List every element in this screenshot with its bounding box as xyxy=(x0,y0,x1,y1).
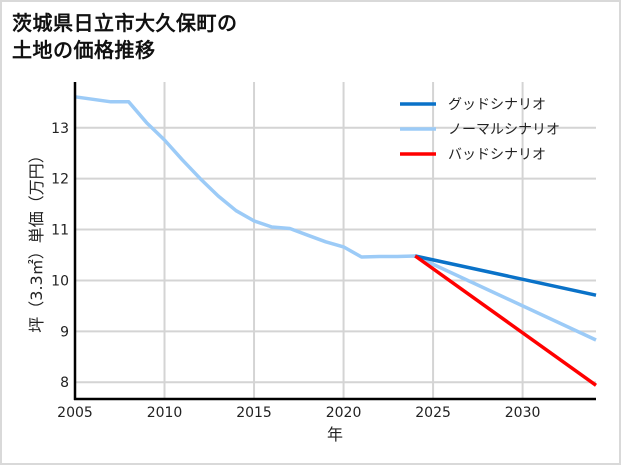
y-tick-label: 11 xyxy=(51,223,69,239)
legend-item: ノーマルシナリオ xyxy=(400,122,560,138)
chart-title-line-2: 土地の価格推移 xyxy=(12,38,156,62)
chart-title: 茨城県日立市大久保町の 土地の価格推移 xyxy=(12,10,238,64)
series-line-2 xyxy=(414,254,598,387)
data-series xyxy=(74,95,598,387)
y-tick-label: 8 xyxy=(60,375,69,391)
axes xyxy=(73,82,596,401)
x-tick-label: 2010 xyxy=(147,405,183,421)
series-line-1 xyxy=(74,95,597,342)
y-axis-label: 坪（3.3㎡）単価（万円） xyxy=(27,147,46,332)
legend-item: グッドシナリオ xyxy=(400,97,546,113)
x-axis-label: 年 xyxy=(327,425,343,444)
legend-label: バッドシナリオ xyxy=(448,147,546,163)
y-tick-label: 9 xyxy=(60,324,69,340)
x-tick-label: 2005 xyxy=(57,405,93,421)
x-tick-label: 2030 xyxy=(505,405,541,421)
chart-title-line-1: 茨城県日立市大久保町の xyxy=(12,11,238,35)
x-tick-label: 2025 xyxy=(415,405,451,421)
series-line-0 xyxy=(414,254,597,297)
legend-label: グッドシナリオ xyxy=(448,97,546,113)
legend-item: バッドシナリオ xyxy=(400,147,546,163)
legend-label: ノーマルシナリオ xyxy=(448,122,560,138)
x-tick-label: 2020 xyxy=(326,405,362,421)
y-tick-label: 10 xyxy=(51,273,69,289)
tick-labels: 2005 2010 2015 2020 2025 2030 8 9 10 11 12 13 xyxy=(51,121,540,421)
y-tick-label: 12 xyxy=(51,172,69,188)
y-tick-label: 13 xyxy=(51,121,69,137)
x-tick-label: 2015 xyxy=(236,405,272,421)
